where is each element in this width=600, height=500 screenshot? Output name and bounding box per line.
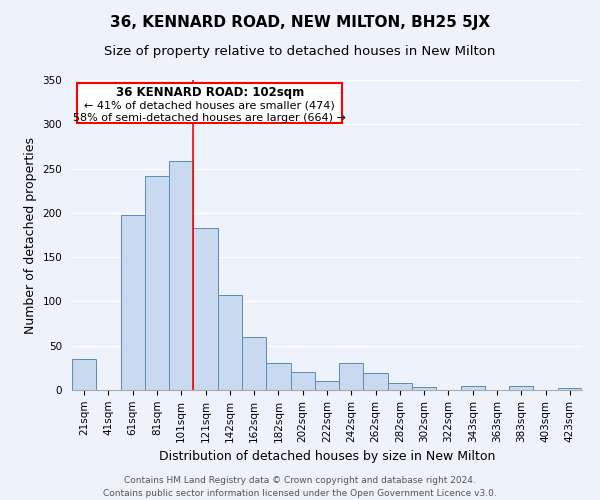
Bar: [509, 386, 533, 390]
Bar: [461, 386, 485, 390]
Bar: [364, 373, 388, 390]
Bar: [558, 388, 582, 390]
Bar: [412, 388, 436, 390]
Bar: [218, 295, 242, 390]
Bar: [339, 364, 364, 390]
FancyBboxPatch shape: [77, 83, 342, 124]
Bar: [315, 381, 339, 390]
Bar: [169, 162, 193, 390]
Bar: [290, 372, 315, 390]
Bar: [72, 359, 96, 390]
Text: Size of property relative to detached houses in New Milton: Size of property relative to detached ho…: [104, 45, 496, 58]
Text: ← 41% of detached houses are smaller (474): ← 41% of detached houses are smaller (47…: [85, 100, 335, 110]
Text: Contains HM Land Registry data © Crown copyright and database right 2024.: Contains HM Land Registry data © Crown c…: [124, 476, 476, 485]
Bar: [266, 364, 290, 390]
Bar: [242, 337, 266, 390]
Bar: [121, 214, 145, 390]
X-axis label: Distribution of detached houses by size in New Milton: Distribution of detached houses by size …: [159, 450, 495, 463]
Bar: [193, 228, 218, 390]
Bar: [388, 383, 412, 390]
Text: 36 KENNARD ROAD: 102sqm: 36 KENNARD ROAD: 102sqm: [116, 86, 304, 99]
Y-axis label: Number of detached properties: Number of detached properties: [24, 136, 37, 334]
Text: 36, KENNARD ROAD, NEW MILTON, BH25 5JX: 36, KENNARD ROAD, NEW MILTON, BH25 5JX: [110, 15, 490, 30]
Text: Contains public sector information licensed under the Open Government Licence v3: Contains public sector information licen…: [103, 488, 497, 498]
Text: 58% of semi-detached houses are larger (664) →: 58% of semi-detached houses are larger (…: [73, 112, 346, 122]
Bar: [145, 176, 169, 390]
